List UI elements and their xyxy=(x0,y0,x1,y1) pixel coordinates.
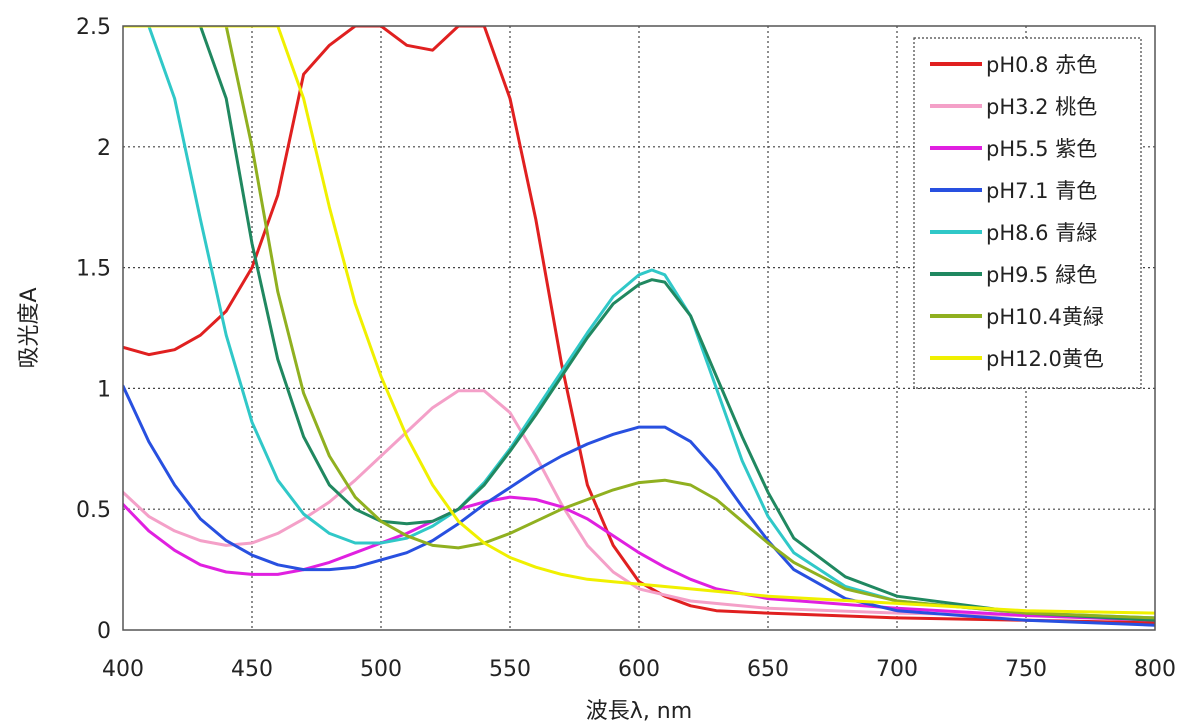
x-tick-label: 700 xyxy=(876,657,918,682)
x-tick-label: 750 xyxy=(1005,657,1047,682)
series-line-6 xyxy=(123,26,1155,620)
x-tick-label: 650 xyxy=(747,657,789,682)
x-tick-label: 400 xyxy=(102,657,144,682)
legend: pH0.8 赤色 pH3.2 桃色 pH5.5 紫色 pH7.1 青色 pH8.6 青緑… xyxy=(913,37,1142,389)
legend-label: pH12.0黄色 xyxy=(986,347,1104,371)
y-axis-title: 吸光度A xyxy=(17,287,42,368)
legend-box xyxy=(913,37,1142,389)
y-tick-label: 1.5 xyxy=(76,257,111,282)
y-tick-label: 2.5 xyxy=(76,15,111,40)
series-line-3 xyxy=(123,384,1155,627)
x-tick-label: 550 xyxy=(489,657,531,682)
y-tick-labels: 0 0.5 1 1.5 2 2.5 xyxy=(76,15,111,644)
series-line-2 xyxy=(123,495,1155,622)
legend-label: pH0.8 赤色 xyxy=(986,53,1097,77)
series-line-5 xyxy=(123,26,1155,622)
series-line-4 xyxy=(123,26,1155,620)
legend-label: pH10.4黄緑 xyxy=(986,305,1104,329)
y-tick-label: 2 xyxy=(97,136,111,161)
legend-label: pH5.5 紫色 xyxy=(986,137,1097,161)
y-tick-label: 1 xyxy=(97,377,111,402)
series-line-0 xyxy=(123,26,1155,625)
x-tick-label: 450 xyxy=(231,657,273,682)
series-line-1 xyxy=(123,389,1155,620)
legend-label: pH3.2 桃色 xyxy=(986,95,1097,119)
legend-label: pH8.6 青緑 xyxy=(986,221,1097,245)
y-tick-label: 0 xyxy=(97,619,111,644)
x-axis-title: 波長λ, nm xyxy=(586,699,692,724)
plot-frame xyxy=(122,25,1156,631)
series-lines xyxy=(123,26,1155,627)
x-tick-label: 600 xyxy=(618,657,660,682)
series-line-7 xyxy=(123,26,1155,615)
x-tick-labels: 400 450 500 550 600 650 700 750 800 xyxy=(102,657,1176,682)
x-tick-label: 800 xyxy=(1134,657,1176,682)
x-tick-label: 500 xyxy=(360,657,402,682)
legend-label: pH7.1 青色 xyxy=(986,179,1097,203)
legend-label: pH9.5 緑色 xyxy=(986,263,1097,287)
y-tick-label: 0.5 xyxy=(76,498,111,523)
grid-lines xyxy=(123,26,1155,630)
